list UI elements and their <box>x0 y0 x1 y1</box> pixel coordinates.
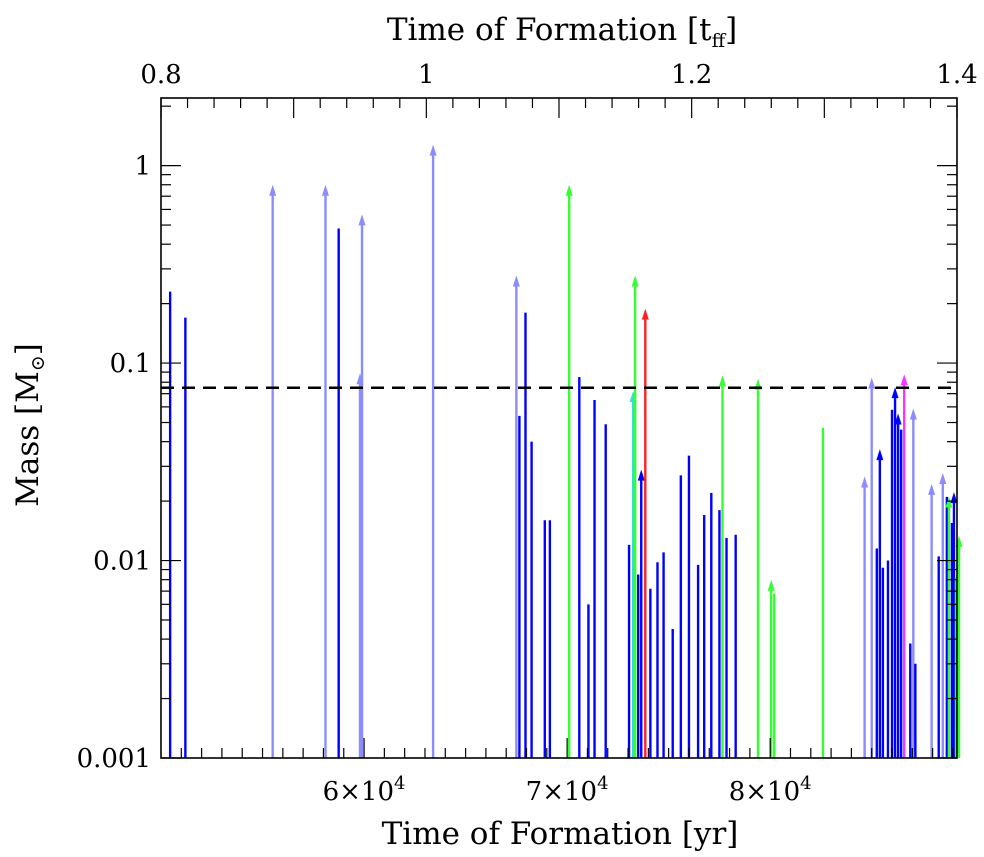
upper-limit-arrowhead <box>718 375 726 387</box>
upper-limit-arrowhead <box>891 387 899 399</box>
x-tick-label-top: 1.2 <box>671 60 712 90</box>
upper-limit-arrowhead <box>861 476 869 488</box>
upper-limit-arrowhead <box>868 377 876 389</box>
plot-frame <box>160 97 958 759</box>
x-tick-label-top: 1.4 <box>936 60 977 90</box>
x-tick-label-top: 1 <box>418 60 435 90</box>
y-tick-label: 0.1 <box>110 349 151 379</box>
upper-limit-arrowhead <box>909 408 917 420</box>
x-tick-label-bottom: 8×104 <box>729 773 812 807</box>
upper-limit-arrowhead <box>950 492 958 504</box>
upper-limit-arrowhead <box>939 472 947 484</box>
x-axis-title-top: Time of Formation [tff] <box>387 12 737 52</box>
y-tick-label: 1 <box>134 152 151 182</box>
x-axis-title-bottom: Time of Formation [yr] <box>382 816 739 852</box>
data-series <box>168 144 963 758</box>
upper-limit-arrowhead <box>900 374 908 386</box>
upper-limit-arrowhead <box>945 496 953 508</box>
upper-limit-arrowhead <box>269 184 277 196</box>
axis-ticks: 0.001 0.01 0.1 1 6×104 7×104 8×104 0.8 1 1.2 1.4 <box>77 60 978 807</box>
y-tick-label: 0.001 <box>77 744 151 774</box>
y-tick-label: 0.01 <box>93 547 151 577</box>
x-tick-label-bottom: 7×104 <box>526 773 609 807</box>
x-tick-label-bottom: 6×104 <box>323 773 406 807</box>
upper-limit-arrowhead <box>631 275 639 287</box>
upper-limit-arrowhead <box>876 449 884 461</box>
upper-limit-arrowhead <box>429 144 437 156</box>
y-axis-title: Mass [M⊙] <box>10 343 49 507</box>
upper-limit-arrowhead <box>894 413 902 425</box>
upper-limit-arrowhead <box>637 469 645 481</box>
upper-limit-arrowhead <box>565 184 573 196</box>
upper-limit-arrowhead <box>928 483 936 495</box>
upper-limit-arrowhead <box>767 579 775 591</box>
upper-limit-arrowhead <box>641 308 649 320</box>
upper-limit-arrowhead <box>512 275 520 287</box>
x-tick-label-top: 0.8 <box>140 60 181 90</box>
upper-limit-arrowhead <box>358 214 366 226</box>
upper-limit-arrowhead <box>321 184 329 196</box>
